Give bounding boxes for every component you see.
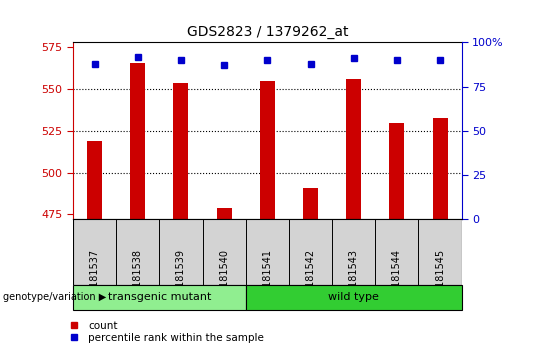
Text: GSM181538: GSM181538 [133,249,143,308]
Bar [173,82,188,219]
Bar [246,285,462,310]
Bar [433,118,448,219]
Text: GSM181539: GSM181539 [176,249,186,308]
Text: GSM181540: GSM181540 [219,249,229,308]
Text: wild type: wild type [328,292,379,302]
Legend: count, percentile rank within the sample: count, percentile rank within the sample [59,316,268,347]
Bar [73,285,246,310]
Text: GSM181537: GSM181537 [90,249,99,308]
Text: GSM181542: GSM181542 [306,249,315,308]
Text: GSM181545: GSM181545 [435,249,445,308]
Bar [303,188,318,219]
Bar [130,63,145,219]
Title: GDS2823 / 1379262_at: GDS2823 / 1379262_at [186,25,348,39]
Text: GSM181541: GSM181541 [262,249,272,308]
Text: genotype/variation ▶: genotype/variation ▶ [3,292,106,302]
Bar [87,141,102,219]
Text: GSM181543: GSM181543 [349,249,359,308]
Text: GSM181544: GSM181544 [392,249,402,308]
Bar [346,79,361,219]
Bar [217,208,232,219]
Bar [389,122,404,219]
Text: transgenic mutant: transgenic mutant [107,292,211,302]
Bar [260,81,275,219]
